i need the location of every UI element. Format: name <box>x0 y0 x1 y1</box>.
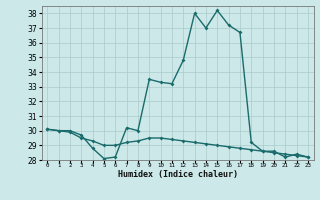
X-axis label: Humidex (Indice chaleur): Humidex (Indice chaleur) <box>118 170 237 179</box>
